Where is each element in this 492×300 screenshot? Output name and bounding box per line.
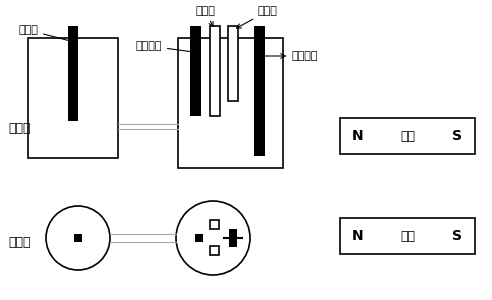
Bar [28,38,118,158]
Bar [74,234,82,242]
Bar [228,26,238,101]
Text: 对电极: 对电极 [18,25,74,43]
Bar [340,218,475,254]
Text: S: S [452,129,462,143]
Bar [195,234,203,242]
Text: 正视图: 正视图 [8,122,31,134]
Text: 工作电极: 工作电极 [257,51,318,61]
Bar [190,26,201,116]
Bar [210,246,219,255]
Bar [68,26,78,121]
Bar [178,38,283,168]
Text: N: N [352,229,364,243]
Bar [210,220,219,229]
Circle shape [176,201,250,275]
Circle shape [46,206,110,270]
Bar [210,26,220,116]
Bar [229,229,237,247]
Text: S: S [452,229,462,243]
Bar [254,26,265,156]
Text: 磁铁: 磁铁 [400,130,415,142]
Text: N: N [352,129,364,143]
Text: 进气孔: 进气孔 [237,6,278,28]
Text: 磁铁: 磁铁 [400,230,415,242]
Bar [340,118,475,154]
Text: 参比电极: 参比电极 [135,41,197,54]
Text: 出气孔: 出气孔 [195,6,215,26]
Text: 俦视图: 俦视图 [8,236,31,250]
